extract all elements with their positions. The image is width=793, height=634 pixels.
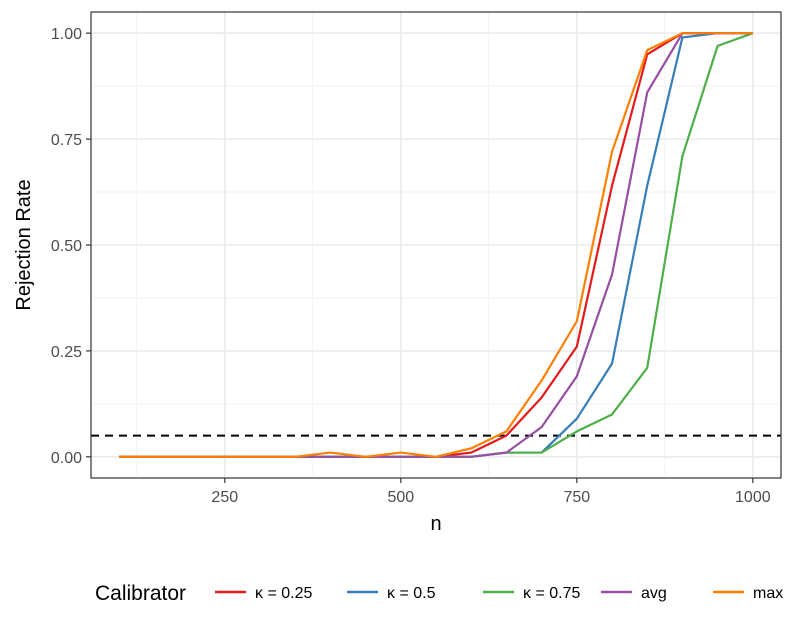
legend-label-1: κ = 0.5 — [387, 585, 436, 602]
legend: Calibrator κ = 0.25 κ = 0.5 κ = 0.75 avg max — [95, 582, 783, 605]
y-tick-label: 0.25 — [51, 344, 82, 361]
y-axis-title: Rejection Rate — [13, 179, 35, 310]
legend-label-4: max — [753, 585, 783, 602]
legend-title: Calibrator — [95, 582, 186, 605]
y-tick-label: 0.00 — [51, 450, 82, 467]
x-axis-title: n — [430, 513, 441, 535]
x-axis-ticks: 250 500 750 1000 — [211, 478, 771, 506]
series-layer — [119, 32, 754, 458]
y-tick-label: 0.50 — [51, 238, 82, 255]
x-tick-label: 500 — [387, 489, 414, 506]
series-line-4 — [119, 32, 753, 458]
x-tick-label: 1000 — [735, 489, 771, 506]
legend-label-0: κ = 0.25 — [255, 585, 312, 602]
legend-label-2: κ = 0.75 — [523, 585, 580, 602]
y-tick-label: 1.00 — [51, 26, 82, 43]
x-tick-label: 750 — [563, 489, 590, 506]
y-tick-label: 0.75 — [51, 132, 82, 149]
legend-label-3: avg — [641, 585, 667, 602]
y-axis-ticks: 0.00 0.25 0.50 0.75 1.00 — [51, 26, 91, 467]
x-tick-label: 250 — [211, 489, 238, 506]
grid — [91, 12, 781, 478]
